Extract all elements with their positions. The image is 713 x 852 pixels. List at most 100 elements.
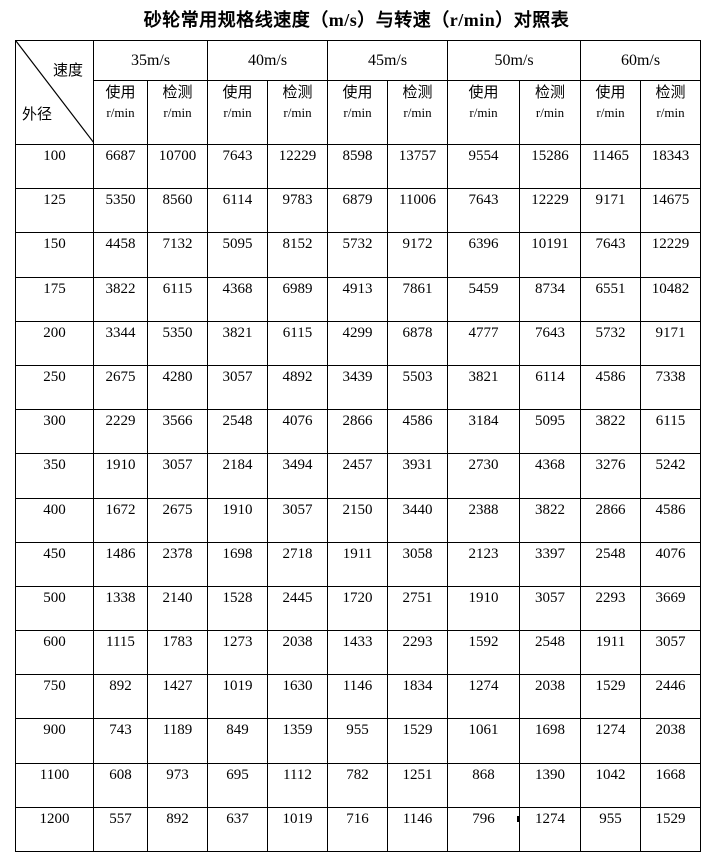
rpm-cell: 7643 — [447, 188, 520, 234]
page-title: 砂轮常用规格线速度（m/s）与转速（r/min）对照表 — [143, 10, 570, 30]
rpm-cell: 2038 — [640, 718, 701, 764]
diameter-cell: 150 — [15, 232, 94, 278]
rpm-cell: 2457 — [327, 453, 388, 499]
rpm-cell: 6551 — [580, 276, 641, 322]
table-row: 1100 608 973 695 1112 782 1251 868 1390 1042 1668 — [15, 762, 701, 808]
rpm-cell: 4586 — [387, 409, 448, 455]
rpm-cell: 7861 — [387, 276, 448, 322]
table-row: 1200 557 892 637 1019 716 1146 796 1274 955 1529 — [15, 806, 701, 852]
usage-rpm-header: 使用 r/min — [580, 80, 641, 145]
rpm-cell: 1427 — [147, 674, 208, 720]
rpm-cell: 1592 — [447, 630, 520, 676]
usage-rpm-header: 使用 r/min — [447, 80, 520, 145]
header-row-subheaders: 使用 r/min 检测 r/min 使用 r/min 检测 r/min 使用 r/min 检测 r/m… — [16, 80, 701, 145]
rpm-cell: 18343 — [640, 143, 701, 190]
diameter-cell: 1200 — [15, 806, 94, 852]
rpm-cell: 5350 — [147, 320, 208, 366]
rpm-cell: 3058 — [387, 541, 448, 587]
rpm-cell: 7338 — [640, 364, 701, 411]
rpm-cell: 7643 — [519, 320, 581, 366]
subheader-unit: r/min — [596, 105, 625, 120]
rpm-cell: 2446 — [640, 674, 701, 720]
rpm-cell: 9783 — [267, 188, 328, 234]
rpm-cell: 2184 — [207, 453, 268, 499]
stray-mark — [517, 816, 519, 822]
rpm-cell: 11465 — [580, 143, 641, 190]
rpm-cell: 3344 — [93, 320, 148, 366]
rpm-cell: 2038 — [519, 674, 581, 720]
rpm-cell: 9171 — [580, 188, 641, 234]
rpm-cell: 5242 — [640, 453, 701, 499]
rpm-cell: 3822 — [519, 497, 581, 543]
rpm-cell: 2548 — [207, 409, 268, 455]
rpm-cell: 3566 — [147, 409, 208, 455]
speed-header-50m-s: 50m/s — [447, 40, 581, 81]
rpm-cell: 695 — [207, 762, 268, 808]
rpm-cell: 4458 — [93, 232, 148, 278]
rpm-cell: 2866 — [580, 497, 641, 543]
table-row: 200 3344 5350 3821 6115 4299 6878 4777 7643 5732 9… — [15, 320, 701, 366]
subheader-label: 检测 — [282, 85, 313, 101]
rpm-cell: 716 — [327, 806, 388, 852]
diameter-cell: 250 — [15, 364, 94, 411]
subheader-unit: r/min — [469, 105, 498, 120]
rpm-cell: 3931 — [387, 453, 448, 499]
diameter-cell: 750 — [15, 674, 94, 720]
rpm-cell: 1910 — [93, 453, 148, 499]
diameter-cell: 200 — [15, 320, 94, 366]
rpm-cell: 5350 — [93, 188, 148, 234]
rpm-cell: 557 — [93, 806, 148, 852]
rpm-cell: 6114 — [207, 188, 268, 234]
rpm-cell: 1911 — [580, 630, 641, 676]
table-row: 400 1672 2675 1910 3057 2150 3440 2388 3822 2866 4… — [15, 497, 701, 543]
rpm-cell: 10482 — [640, 276, 701, 322]
rpm-cell: 1390 — [519, 762, 581, 808]
diameter-cell: 100 — [15, 143, 94, 190]
rpm-cell: 4892 — [267, 364, 328, 411]
usage-rpm-header: 使用 r/min — [93, 80, 148, 145]
rpm-cell: 1274 — [580, 718, 641, 764]
subheader-label: 检测 — [402, 85, 433, 101]
rpm-cell: 608 — [93, 762, 148, 808]
speed-axis-label: 速度 — [52, 63, 83, 79]
rpm-cell: 12229 — [519, 188, 581, 234]
rpm-cell: 6687 — [93, 143, 148, 190]
rpm-cell: 2866 — [327, 409, 388, 455]
diameter-cell: 175 — [15, 276, 94, 322]
speed-header-45m-s: 45m/s — [327, 40, 448, 81]
rpm-cell: 796 — [447, 806, 520, 852]
rpm-cell: 4913 — [327, 276, 388, 322]
rpm-cell: 12229 — [640, 232, 701, 278]
rpm-cell: 4299 — [327, 320, 388, 366]
diameter-cell: 400 — [15, 497, 94, 543]
rpm-cell: 2140 — [147, 585, 208, 632]
rpm-cell: 1112 — [267, 762, 328, 808]
rpm-cell: 7643 — [207, 143, 268, 190]
rpm-cell: 1019 — [267, 806, 328, 852]
rpm-cell: 1251 — [387, 762, 448, 808]
table-row: 350 1910 3057 2184 3494 2457 3931 2730 4368 3276 5… — [15, 453, 701, 499]
rpm-cell: 1834 — [387, 674, 448, 720]
rpm-cell: 868 — [447, 762, 520, 808]
rpm-cell: 1529 — [580, 674, 641, 720]
rpm-cell: 9171 — [640, 320, 701, 366]
subheader-unit: r/min — [403, 105, 432, 120]
diameter-cell: 500 — [15, 585, 94, 632]
rpm-cell: 3439 — [327, 364, 388, 411]
subheader-label: 使用 — [222, 85, 253, 101]
diameter-cell: 450 — [15, 541, 94, 587]
rpm-cell: 2718 — [267, 541, 328, 587]
rpm-cell: 2378 — [147, 541, 208, 587]
table-row: 900 743 1189 849 1359 955 1529 1061 1698 1274 2038 — [15, 718, 701, 764]
usage-rpm-header: 使用 r/min — [327, 80, 388, 145]
rpm-cell: 8152 — [267, 232, 328, 278]
rpm-cell: 6989 — [267, 276, 328, 322]
rpm-cell: 1529 — [640, 806, 701, 852]
rpm-cell: 10191 — [519, 232, 581, 278]
diameter-axis-label: 外径 — [22, 107, 53, 123]
table-row: 750 892 1427 1019 1630 1146 1834 1274 2038 1529 24… — [15, 674, 701, 720]
diameter-cell: 350 — [15, 453, 94, 499]
rpm-cell: 637 — [207, 806, 268, 852]
speed-header-60m-s: 60m/s — [580, 40, 701, 81]
rpm-cell: 3276 — [580, 453, 641, 499]
